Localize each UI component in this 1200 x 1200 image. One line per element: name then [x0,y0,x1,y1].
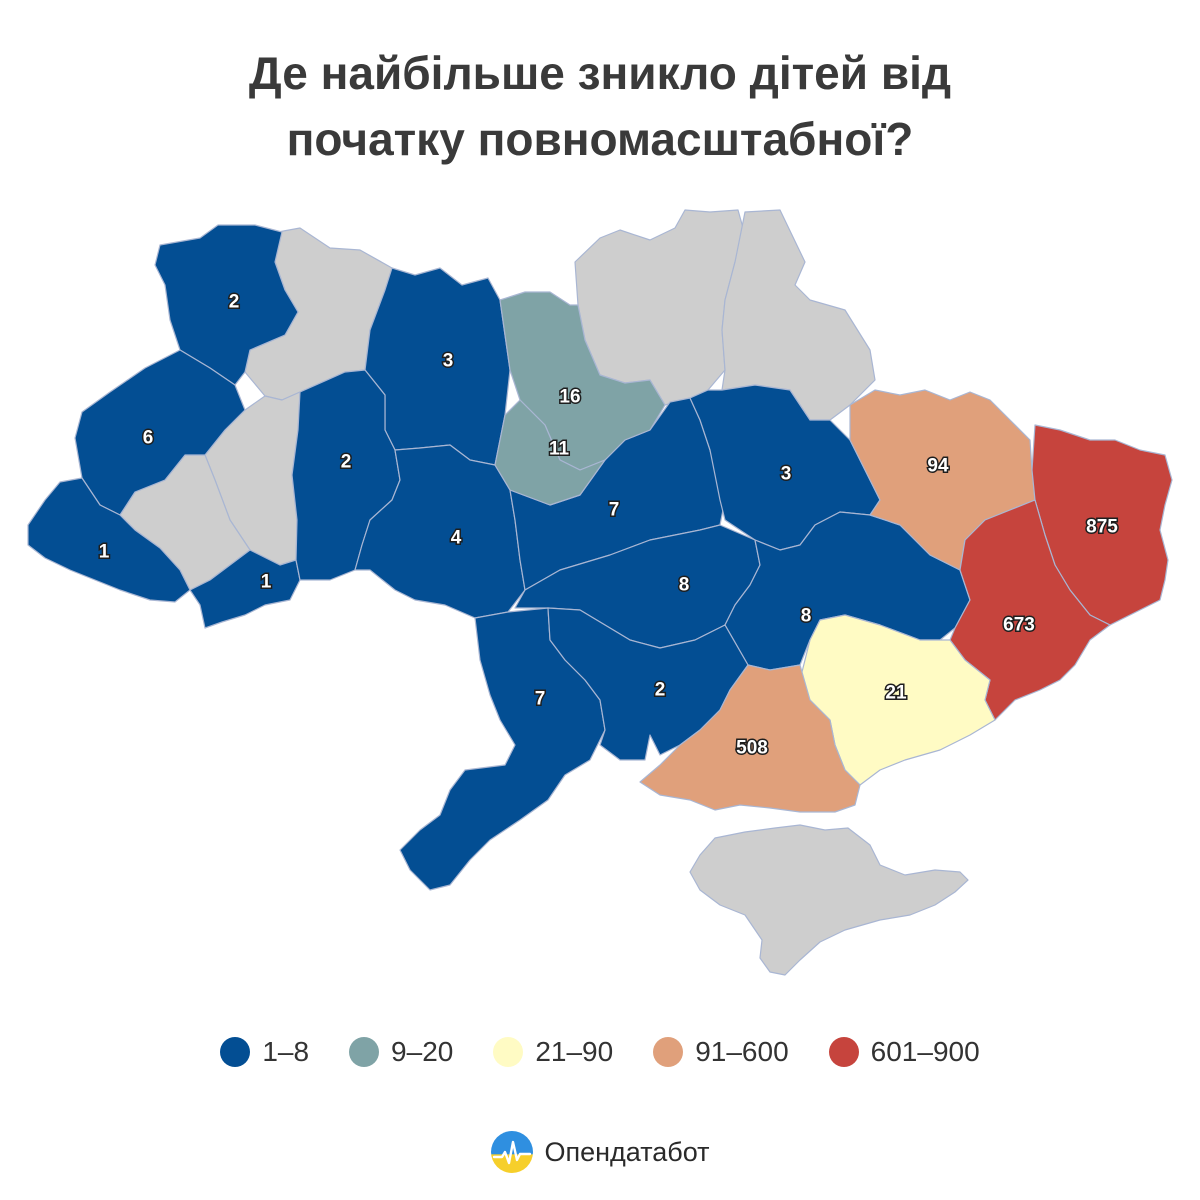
legend-label: 21–90 [535,1036,614,1067]
opendatabot-logo-icon [491,1131,534,1173]
legend-swatch [220,1037,251,1067]
legend-item: 21–90 [493,1036,613,1068]
brand-name: Опендатабот [544,1136,710,1167]
region-value-label: 11 [549,439,570,460]
legend-label: 1–8 [262,1036,310,1067]
brand: Опендатабот [0,1130,1200,1174]
region-value-label: 6 [143,428,154,449]
legend-item: 91–600 [653,1036,789,1068]
region-value-label: 16 [559,387,580,408]
region-zakarpattia [27,477,191,603]
legend-swatch [349,1037,380,1067]
title-line-2: початку повномасштабної? [286,113,914,165]
region-value-label: 7 [535,689,546,710]
region-value-label: 2 [655,680,666,701]
region-sumy [721,209,876,421]
region-kyiv-oblast [494,399,606,506]
region-value-label: 21 [885,683,907,704]
legend-item: 1–8 [220,1036,309,1068]
title-line-1: Де найбільше зникло дітей від [248,47,952,99]
legend-label: 91–600 [695,1036,789,1067]
map-legend: 1–8 9–20 21–90 91–600 601–900 [0,1036,1200,1068]
legend-label: 9–20 [391,1036,454,1067]
region-value-label: 3 [443,351,454,372]
region-volyn [154,224,299,386]
region-chernivtsi [189,549,301,629]
region-value-label: 8 [801,606,812,627]
region-value-label: 875 [1086,517,1118,538]
region-lviv [74,349,246,516]
region-value-label: 673 [1003,615,1035,636]
legend-item: 9–20 [349,1036,453,1068]
region-value-label: 2 [229,292,240,313]
region-value-label: 1 [261,572,272,593]
legend-item: 601–900 [828,1036,980,1068]
region-value-label: 2 [341,452,352,473]
region-kherson [639,664,861,813]
legend-swatch [493,1037,524,1067]
region-crimea [689,824,969,976]
region-value-label: 7 [609,500,620,521]
region-value-label: 8 [679,575,690,596]
region-value-label: 4 [451,528,462,549]
region-value-label: 1 [99,542,110,563]
map-title: Де найбільше зникло дітей від початку по… [0,40,1200,172]
region-value-label: 3 [781,464,792,485]
legend-swatch [653,1037,684,1067]
region-value-label: 94 [927,456,949,477]
legend-swatch [828,1037,859,1067]
region-value-label: 508 [736,738,768,759]
legend-label: 601–900 [870,1036,980,1067]
